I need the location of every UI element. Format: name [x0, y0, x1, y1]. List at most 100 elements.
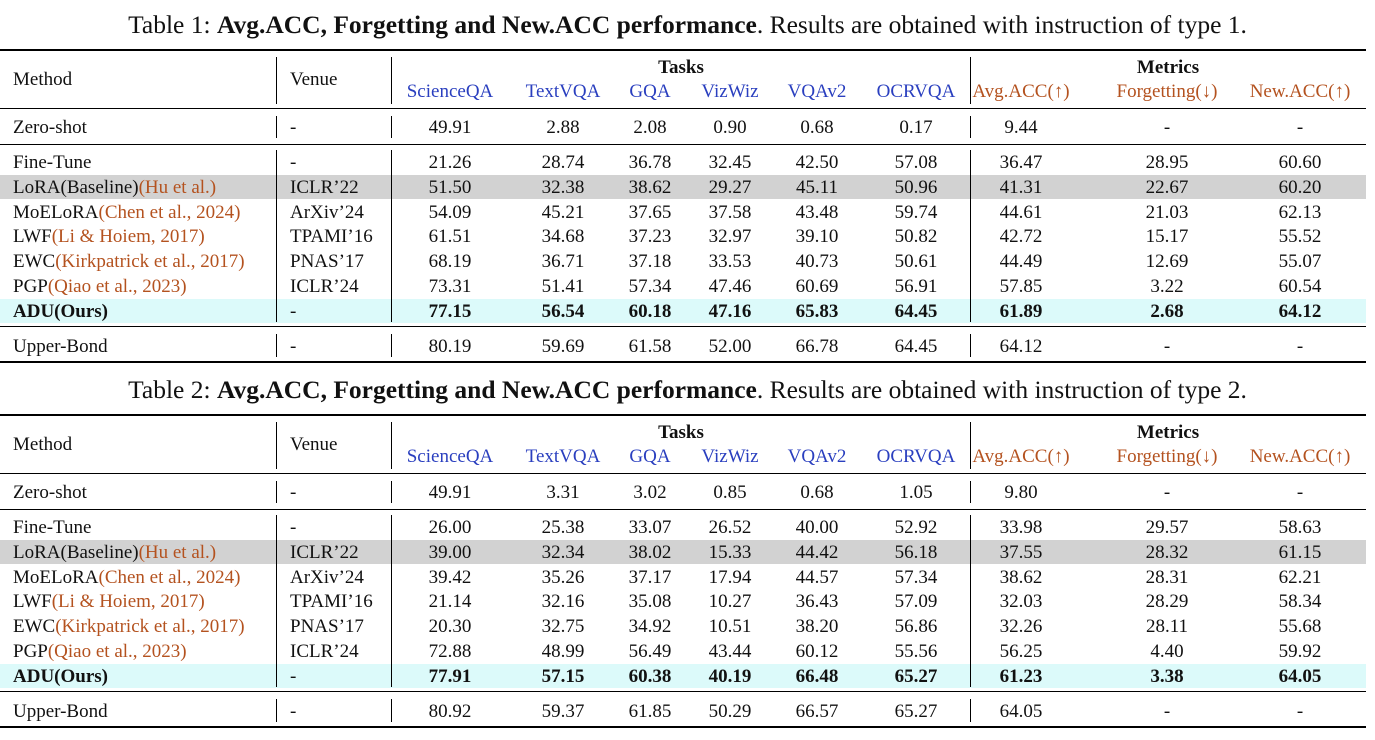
- value-cell: 66.78: [795, 336, 839, 357]
- venue-cell: -: [290, 336, 297, 357]
- value-cell: 36.78: [628, 152, 672, 173]
- column-divider: [970, 481, 971, 503]
- value-cell: 36.47: [999, 152, 1043, 173]
- method-label: MoELoRA: [13, 567, 99, 588]
- venue-cell: ICLR’24: [290, 276, 359, 297]
- value-cell: 34.92: [628, 616, 672, 637]
- metrics-header: Metrics: [1136, 422, 1200, 443]
- value-cell: 57.15: [541, 666, 585, 687]
- task-column-header: ScienceQA: [406, 446, 494, 467]
- bottom-rule: [0, 726, 1366, 728]
- value-cell: 32.45: [708, 152, 752, 173]
- column-divider: [391, 57, 392, 104]
- value-cell: 36.43: [795, 591, 839, 612]
- value-cell: 50.82: [894, 226, 938, 247]
- value-cell: 28.32: [1145, 542, 1189, 563]
- value-cell: 56.91: [894, 276, 938, 297]
- method-name: PGP(Qiao et al., 2023): [13, 642, 187, 661]
- baseline-row-highlight: [0, 540, 1366, 564]
- value-cell: 56.18: [894, 542, 938, 563]
- venue-cell: -: [290, 701, 297, 722]
- method-label: MoELoRA: [13, 202, 99, 223]
- value-cell: 51.50: [428, 177, 472, 198]
- value-cell: 44.42: [795, 542, 839, 563]
- value-cell: 4.40: [1150, 641, 1184, 662]
- value-cell: 56.25: [999, 641, 1043, 662]
- task-column-header: VizWiz: [701, 81, 759, 102]
- venue-cell: -: [290, 517, 297, 538]
- value-cell: 32.75: [541, 616, 585, 637]
- column-divider: [276, 481, 277, 503]
- task-column-header: VQAv2: [787, 81, 847, 102]
- column-divider: [391, 116, 392, 138]
- ours-rule: [0, 326, 1366, 327]
- value-cell: 64.12: [1278, 301, 1322, 322]
- value-cell: 60.60: [1278, 152, 1322, 173]
- value-cell: 59.74: [894, 202, 938, 223]
- value-cell: 60.54: [1278, 276, 1322, 297]
- value-cell: 66.48: [795, 666, 839, 687]
- venue-cell: TPAMI’16: [290, 226, 373, 247]
- value-cell: -: [1296, 336, 1304, 357]
- value-cell: 0.68: [800, 117, 834, 138]
- value-cell: 37.18: [628, 251, 672, 272]
- value-cell: 28.95: [1145, 152, 1189, 173]
- column-divider: [276, 116, 277, 138]
- value-cell: 3.38: [1150, 666, 1184, 687]
- citation: (Qiao et al., 2023): [47, 641, 187, 662]
- value-cell: 57.09: [894, 591, 938, 612]
- value-cell: 22.67: [1145, 177, 1189, 198]
- citation: (Qiao et al., 2023): [47, 276, 187, 297]
- method-name: LWF(Li & Hoiem, 2017): [13, 592, 205, 611]
- value-cell: 26.52: [708, 517, 752, 538]
- results-table-2: Table 2: Avg.ACC, Forgetting and New.ACC…: [0, 365, 1375, 730]
- value-cell: -: [1163, 701, 1171, 722]
- column-divider: [276, 422, 277, 469]
- column-divider: [391, 481, 392, 503]
- value-cell: 49.91: [428, 117, 472, 138]
- metric-column-header: New.ACC(↑): [1249, 446, 1351, 467]
- value-cell: 58.34: [1278, 591, 1322, 612]
- value-cell: -: [1296, 701, 1304, 722]
- value-cell: 54.09: [428, 202, 472, 223]
- tasks-header: Tasks: [658, 57, 704, 78]
- value-cell: 37.23: [628, 226, 672, 247]
- value-cell: 52.92: [894, 517, 938, 538]
- value-cell: 40.73: [795, 251, 839, 272]
- citation: (Li & Hoiem, 2017): [51, 226, 205, 247]
- task-column-header: GQA: [629, 81, 671, 102]
- table-caption: Table 1: Avg.ACC, Forgetting and New.ACC…: [0, 10, 1375, 40]
- value-cell: 10.51: [708, 616, 752, 637]
- value-cell: 59.92: [1278, 641, 1322, 662]
- value-cell: 44.57: [795, 567, 839, 588]
- value-cell: 57.08: [894, 152, 938, 173]
- value-cell: 32.03: [999, 591, 1043, 612]
- value-cell: 55.56: [894, 641, 938, 662]
- method-label: EWC: [13, 251, 56, 272]
- column-divider: [970, 334, 971, 357]
- metrics-header: Metrics: [1136, 57, 1200, 78]
- value-cell: -: [1296, 117, 1304, 138]
- column-divider: [391, 515, 392, 687]
- column-divider: [276, 699, 277, 722]
- value-cell: 66.57: [795, 701, 839, 722]
- value-cell: 21.26: [428, 152, 472, 173]
- value-cell: 36.71: [541, 251, 585, 272]
- value-cell: 1.05: [899, 482, 933, 503]
- venue-header: Venue: [290, 434, 338, 455]
- value-cell: 28.29: [1145, 591, 1189, 612]
- value-cell: 2.88: [546, 117, 580, 138]
- value-cell: 35.26: [541, 567, 585, 588]
- top-rule: [0, 414, 1366, 416]
- value-cell: 32.26: [999, 616, 1043, 637]
- metric-column-header: Avg.ACC(↑): [972, 446, 1070, 467]
- value-cell: 32.97: [708, 226, 752, 247]
- method-label: Upper-Bond: [13, 701, 108, 722]
- value-cell: 61.85: [628, 701, 672, 722]
- venue-cell: -: [290, 152, 297, 173]
- method-name: ADU(Ours): [13, 302, 108, 321]
- task-column-header: ScienceQA: [406, 81, 494, 102]
- task-column-header: GQA: [629, 446, 671, 467]
- value-cell: 50.29: [708, 701, 752, 722]
- task-column-header: TextVQA: [525, 81, 601, 102]
